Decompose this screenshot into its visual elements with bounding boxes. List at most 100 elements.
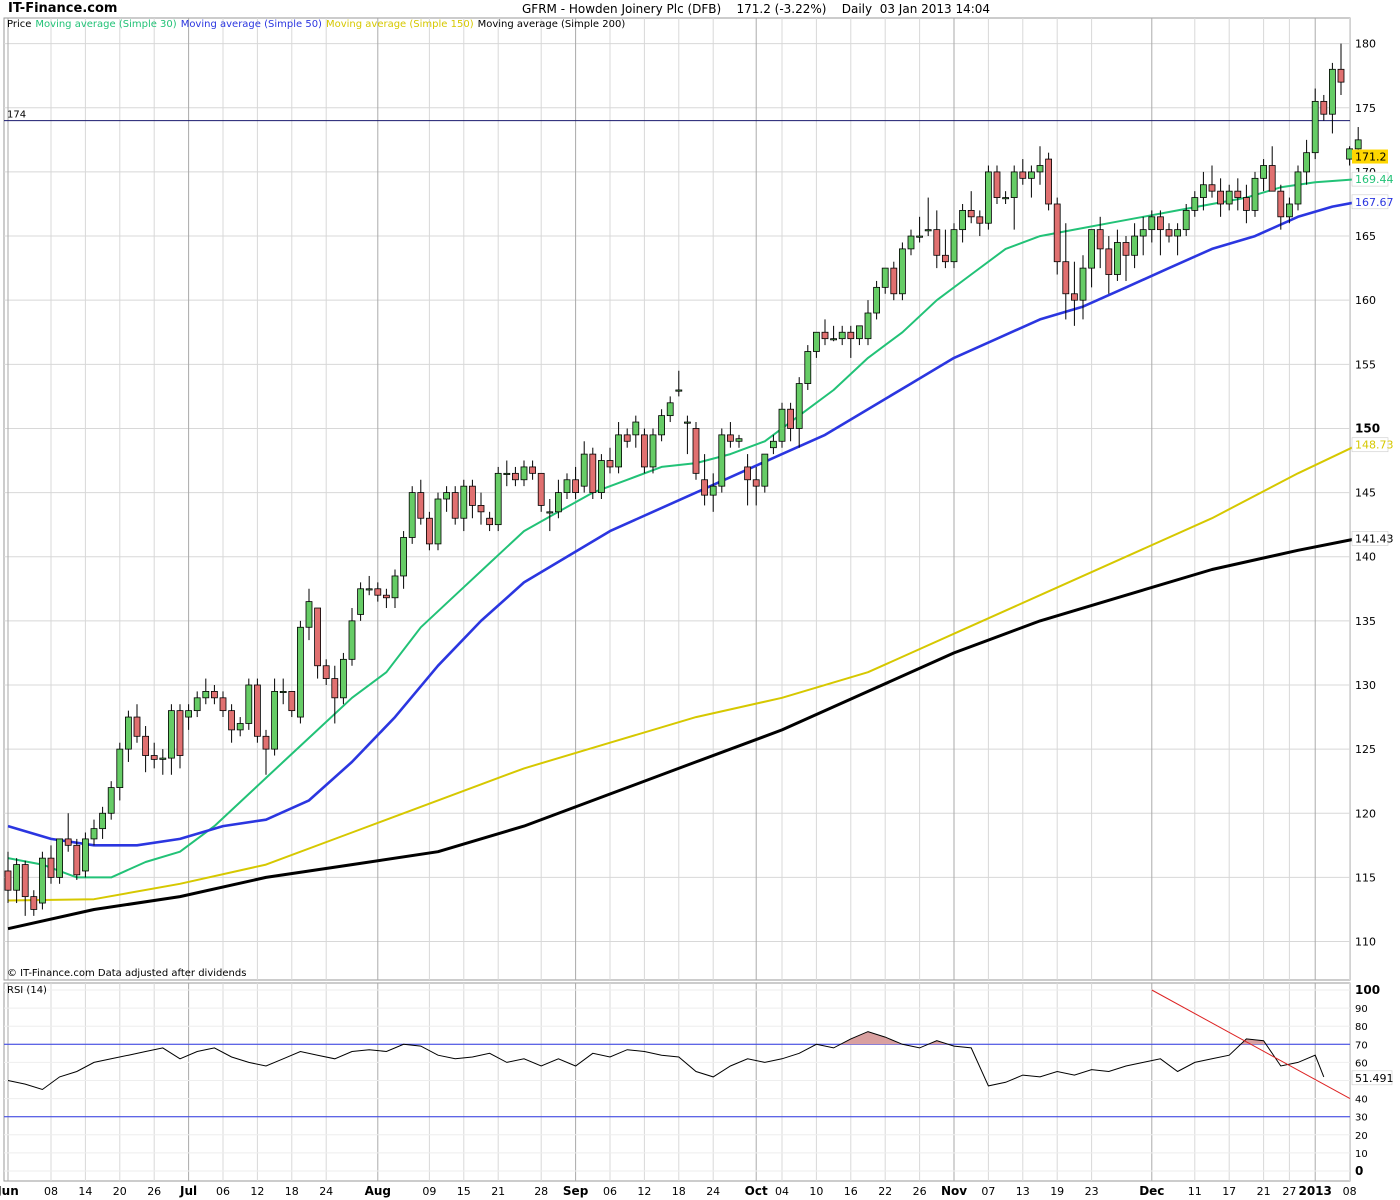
candle-body bbox=[598, 460, 605, 493]
candle bbox=[1045, 152, 1052, 211]
candle bbox=[107, 781, 115, 820]
candle-body bbox=[39, 857, 46, 904]
candle-body bbox=[795, 383, 803, 429]
candle-body bbox=[1268, 165, 1276, 192]
candle-body bbox=[365, 588, 373, 591]
legend-entry: Price bbox=[7, 19, 31, 30]
candle bbox=[262, 729, 270, 775]
x-tick-label: 2013 bbox=[1298, 1184, 1331, 1198]
candle-body bbox=[649, 434, 657, 468]
candle-body bbox=[881, 267, 889, 288]
rsi-last-value-label: 51.491 bbox=[1355, 1072, 1394, 1085]
candle-body bbox=[494, 472, 502, 526]
candle bbox=[942, 229, 949, 269]
x-tick-label: 14 bbox=[78, 1185, 92, 1198]
x-tick-label: 15 bbox=[457, 1185, 471, 1198]
candle-body bbox=[348, 620, 356, 660]
candle-body bbox=[529, 466, 536, 474]
candle-body bbox=[400, 537, 408, 577]
candle-body bbox=[623, 434, 631, 442]
candle-body bbox=[787, 408, 794, 429]
candle bbox=[1148, 210, 1156, 243]
x-tick-label: Dec bbox=[1139, 1184, 1164, 1198]
candle-body bbox=[1036, 165, 1044, 173]
candle bbox=[434, 492, 442, 551]
chart-header: IT-Finance.com GFRM - Howden Joinery Plc… bbox=[0, 0, 1400, 18]
candle bbox=[443, 486, 451, 512]
candle-body bbox=[271, 691, 279, 750]
candle-body bbox=[417, 492, 425, 519]
candle-body bbox=[125, 716, 132, 750]
candle bbox=[193, 691, 201, 718]
candle bbox=[1277, 184, 1285, 230]
candle bbox=[804, 345, 812, 390]
candle bbox=[1268, 146, 1276, 192]
candle bbox=[357, 582, 365, 621]
candle bbox=[451, 486, 459, 525]
candle bbox=[271, 678, 279, 756]
candle bbox=[916, 216, 923, 243]
candle bbox=[899, 242, 906, 301]
candle-body bbox=[572, 479, 579, 493]
x-tick-label: 19 bbox=[1050, 1185, 1064, 1198]
candle bbox=[1002, 191, 1009, 204]
candle bbox=[537, 472, 545, 512]
candle bbox=[1303, 139, 1310, 185]
candle bbox=[890, 261, 898, 301]
candle-body bbox=[555, 492, 562, 513]
series-line-sma30 bbox=[7, 178, 1359, 879]
candle-body bbox=[82, 838, 89, 872]
candle-body bbox=[1053, 203, 1061, 263]
candle-body bbox=[1225, 190, 1233, 205]
candle-body bbox=[1182, 209, 1190, 231]
price-tick-label: 140 bbox=[1355, 551, 1376, 564]
candle-body bbox=[1329, 68, 1336, 115]
candle-body bbox=[408, 492, 416, 538]
candle-body bbox=[314, 607, 322, 667]
candle bbox=[56, 838, 63, 884]
candle bbox=[563, 473, 571, 499]
candle-body bbox=[425, 517, 433, 545]
candle bbox=[82, 832, 89, 878]
x-tick-label: 20 bbox=[113, 1185, 127, 1198]
x-tick-label: Jul bbox=[179, 1184, 197, 1198]
axes-layer: 1101151201251301351401451501551601651701… bbox=[0, 38, 1394, 1198]
candle bbox=[864, 300, 872, 346]
candle bbox=[856, 325, 863, 346]
candle-body bbox=[1096, 229, 1104, 250]
candle-body bbox=[1260, 165, 1267, 179]
candle bbox=[959, 203, 966, 243]
x-tick-label: 26 bbox=[147, 1185, 161, 1198]
x-tick-label: Jun bbox=[0, 1184, 19, 1198]
rsi-panel-frame bbox=[3, 982, 1351, 1182]
candle-body bbox=[752, 479, 760, 487]
candle bbox=[253, 678, 261, 743]
candle bbox=[658, 409, 665, 442]
candle-body bbox=[1311, 100, 1319, 154]
candle bbox=[666, 396, 674, 423]
x-tick-label: 18 bbox=[285, 1185, 299, 1198]
x-tick-label: Aug bbox=[365, 1184, 391, 1198]
candle bbox=[13, 858, 21, 904]
candle bbox=[494, 466, 502, 532]
candle bbox=[589, 447, 597, 499]
candle bbox=[1329, 62, 1336, 134]
legend-entry: Moving average (Simple 150) bbox=[326, 19, 474, 30]
last-value-label: 148.73 bbox=[1355, 439, 1394, 452]
candle-body bbox=[950, 229, 958, 263]
candle bbox=[236, 717, 244, 737]
candle bbox=[933, 210, 941, 269]
candle-body bbox=[684, 421, 691, 424]
candle-body bbox=[933, 229, 941, 256]
candle bbox=[47, 845, 55, 884]
price-tick-label: 150 bbox=[1355, 421, 1380, 435]
rsi-tick-label: 10 bbox=[1355, 1149, 1368, 1160]
x-tick-label: 21 bbox=[491, 1185, 505, 1198]
candle-body bbox=[967, 209, 975, 218]
rsi-overbought-fill bbox=[928, 1040, 949, 1045]
x-tick-label: 13 bbox=[1016, 1185, 1030, 1198]
candle-body bbox=[167, 710, 175, 759]
candle bbox=[580, 441, 588, 493]
candle bbox=[709, 473, 717, 512]
